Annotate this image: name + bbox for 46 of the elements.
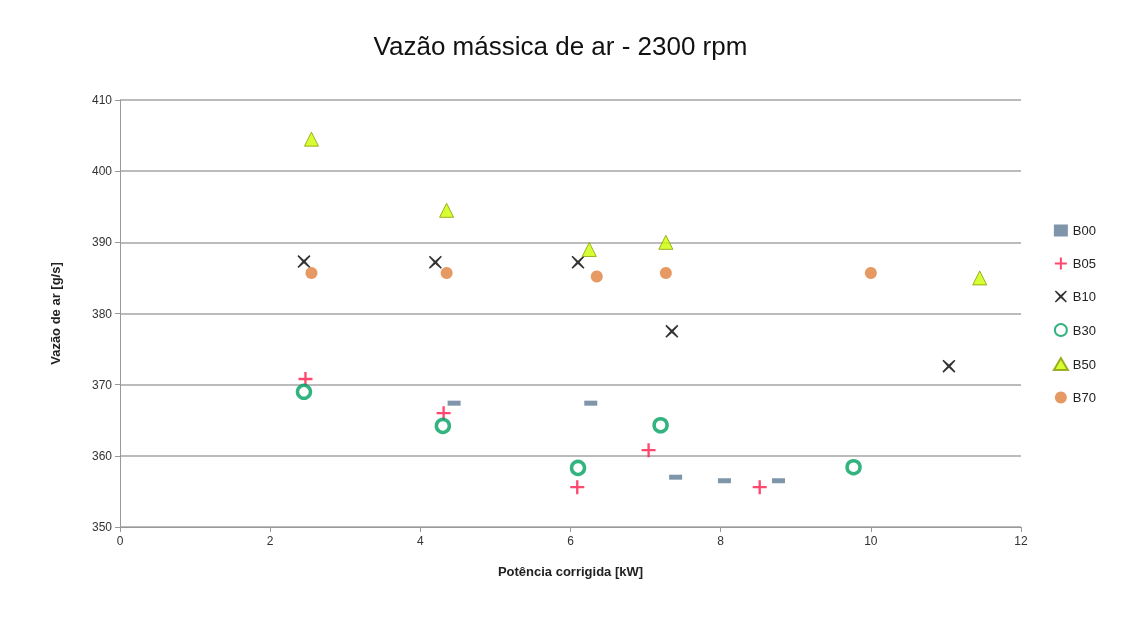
chart-title: Vazão mássica de ar - 2300 rpm — [373, 31, 748, 61]
legend-label: B70 — [1072, 390, 1097, 405]
point — [436, 406, 451, 421]
x-tick-label: 8 — [717, 534, 725, 548]
y-tick-label: 350 — [91, 520, 113, 534]
point — [297, 255, 311, 269]
legend-label: B30 — [1072, 322, 1097, 338]
y-tick-label: 380 — [91, 306, 113, 321]
point — [305, 266, 318, 279]
point — [295, 383, 313, 401]
point — [298, 371, 313, 386]
x-tick-label: 0 — [116, 534, 124, 548]
x-tick-label: 6 — [567, 534, 575, 548]
legend-label: B05 — [1072, 256, 1097, 271]
legend-label: B00 — [1072, 223, 1097, 238]
point — [665, 324, 679, 338]
point — [864, 266, 877, 279]
point — [434, 417, 452, 435]
y-tick-label: 410 — [91, 93, 113, 107]
point — [440, 266, 453, 279]
point — [972, 270, 988, 286]
legend-label: B10 — [1072, 289, 1097, 304]
point — [581, 241, 597, 257]
x-tick-label: 12 — [1014, 534, 1028, 548]
y-tick-label: 390 — [91, 235, 113, 250]
point — [571, 255, 585, 269]
x-tick-label: 10 — [864, 534, 878, 548]
x-axis-title: Potência corrigida [kW] — [497, 564, 644, 579]
point — [942, 359, 956, 373]
y-tick-label: 400 — [91, 164, 113, 179]
x-tick-label: 2 — [266, 534, 274, 548]
y-tick-label: 370 — [91, 377, 113, 392]
point — [590, 270, 603, 283]
point — [641, 443, 656, 458]
legend-label: B50 — [1072, 356, 1097, 372]
y-tick-label: 360 — [91, 448, 113, 463]
y-axis-title: Vazão de ar [g/s] — [48, 262, 63, 365]
point — [428, 255, 442, 269]
point — [658, 234, 674, 250]
point — [569, 459, 587, 477]
point — [303, 131, 319, 147]
point — [659, 266, 672, 279]
point — [439, 202, 455, 218]
x-tick-label: 4 — [416, 534, 424, 548]
point — [845, 458, 862, 476]
point — [652, 416, 669, 434]
